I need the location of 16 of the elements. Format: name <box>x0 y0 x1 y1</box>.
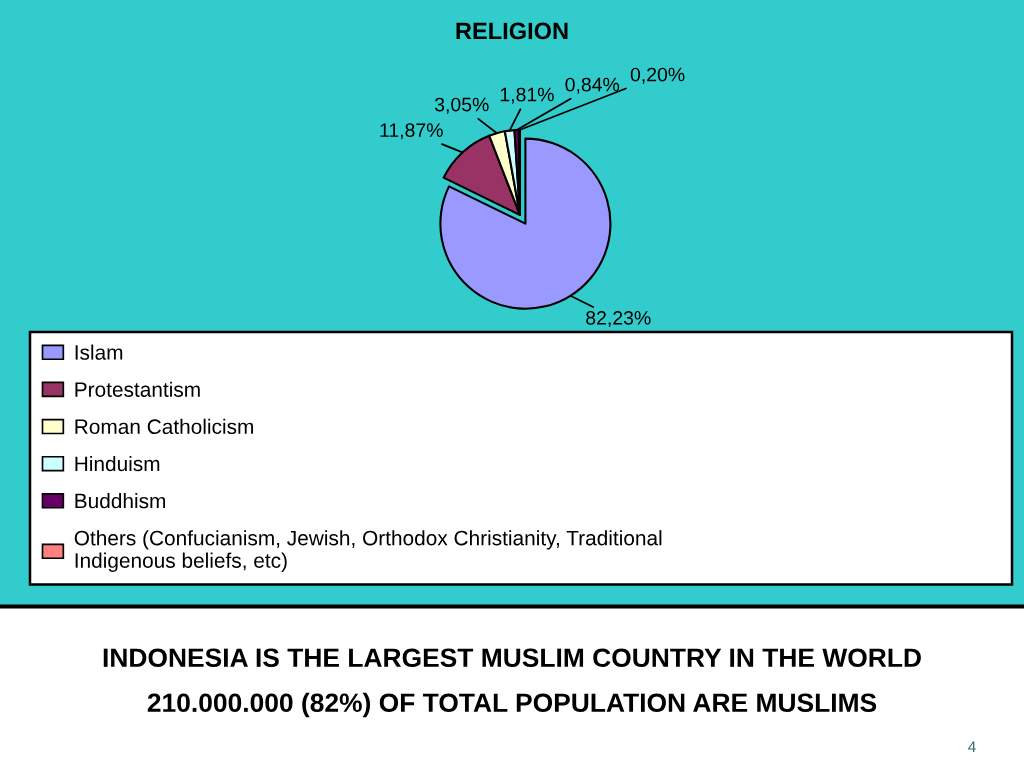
legend-label: Hinduism <box>75 455 160 472</box>
chart-title: RELIGION <box>456 22 568 40</box>
legend-label: Roman Catholicism <box>75 418 253 435</box>
legend-label: Others (Confucianism, Jewish, Orthodox Christianity, Traditional Indigenous beliefs, etc) <box>74 530 662 573</box>
data-label: 0,20% <box>630 67 685 84</box>
legend-label: Buddhism <box>75 493 166 509</box>
data-label: 11,87% <box>380 123 443 140</box>
text: 4 <box>968 741 976 752</box>
data-label: 82,23% <box>586 310 651 328</box>
text: 210.000.000 (82%) OF TOTAL POPULATION ARE MUSLIMS <box>147 692 877 718</box>
text: INDONESIA IS THE LARGEST MUSLIM COUNTRY IN THE WORLD <box>103 648 921 668</box>
legend-label: Islam <box>75 344 123 360</box>
data-label: 0,84% <box>565 77 620 94</box>
data-label: 1,81% <box>500 87 554 104</box>
legend-label: Protestantism <box>75 381 200 397</box>
data-label: 3,05% <box>434 97 489 114</box>
